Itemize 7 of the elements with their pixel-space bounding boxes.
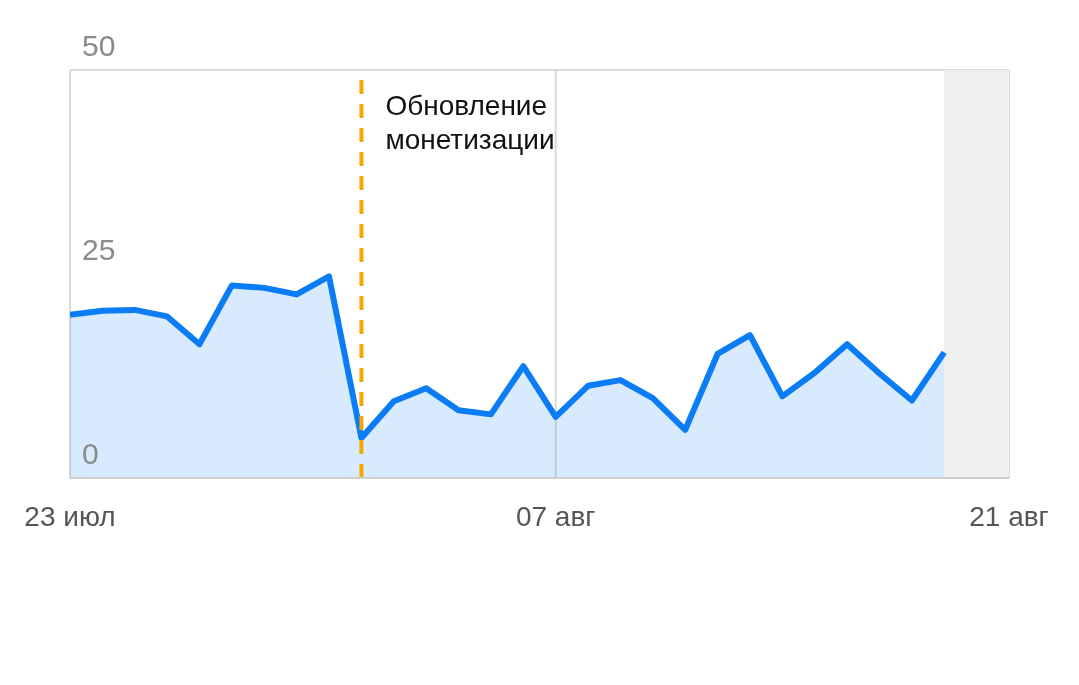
x-tick-label: 23 июл	[24, 500, 116, 532]
x-tick-label: 21 авг	[969, 500, 1049, 532]
ref-line-label: Обновление монетизации	[385, 90, 555, 155]
x-tick-label: 07 авг	[515, 500, 596, 532]
y-tick-label: 0	[82, 437, 99, 470]
y-tick-label: 50	[82, 29, 116, 62]
y-tick-label: 25	[82, 233, 116, 266]
